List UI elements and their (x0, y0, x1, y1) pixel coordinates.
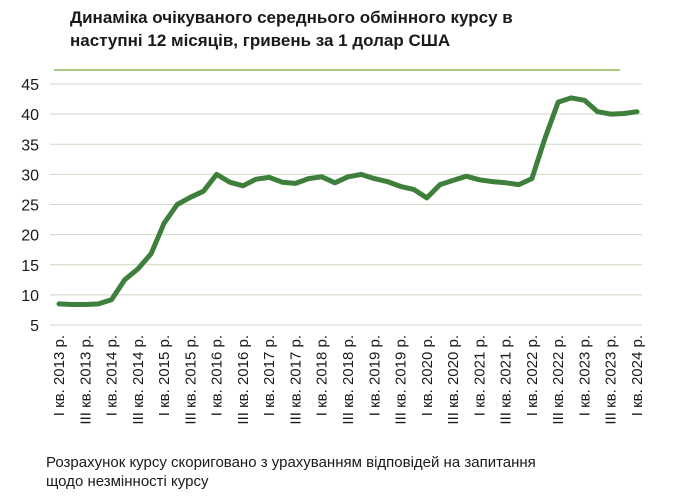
data-point (333, 181, 337, 185)
x-tick-label: III кв. 2014 р. (130, 335, 147, 425)
x-tick-label: III кв. 2022 р. (550, 335, 567, 425)
data-point (425, 196, 429, 200)
x-tick-label: I кв. 2022 р. (524, 335, 541, 416)
data-point (110, 298, 114, 302)
data-point (320, 175, 324, 179)
data-point (569, 96, 573, 100)
title-divider (54, 69, 620, 71)
x-tick-label: I кв. 2014 р. (104, 335, 121, 416)
y-tick-label: 20 (21, 228, 39, 245)
data-point (464, 174, 468, 178)
data-point (241, 184, 245, 188)
data-point (307, 177, 311, 181)
y-tick-label: 10 (21, 288, 39, 305)
data-point (399, 184, 403, 188)
data-point (543, 136, 547, 140)
data-point (530, 177, 534, 181)
data-point (280, 180, 284, 184)
x-tick-label: III кв. 2013 р. (77, 335, 94, 425)
chart-footnote-line-1: Розрахунок курсу скориговано з урахуванн… (46, 454, 536, 471)
x-tick-label: I кв. 2023 р. (576, 335, 593, 416)
data-point (83, 303, 87, 307)
x-tick-label: III кв. 2023 р. (603, 335, 620, 425)
chart-footnote: Розрахунок курсу скориговано з урахуванн… (46, 453, 656, 491)
y-tick-label: 45 (21, 77, 39, 94)
data-point (149, 252, 153, 256)
y-tick-label: 15 (21, 258, 39, 275)
chart-title-line-2: наступні 12 місяців, гривень за 1 долар … (70, 31, 451, 50)
series-line (56, 95, 640, 307)
x-tick-label: III кв. 2015 р. (182, 335, 199, 425)
data-point (635, 110, 639, 114)
data-point (385, 180, 389, 184)
data-point (96, 302, 100, 306)
data-point (372, 177, 376, 181)
data-point (556, 100, 560, 104)
data-point (175, 203, 179, 206)
data-point (477, 178, 481, 182)
x-axis-ticks: I кв. 2013 р. III кв. 2013 р. I кв. 2014 р… (51, 335, 646, 425)
x-tick-label: I кв. 2016 р. (209, 335, 226, 416)
data-point (582, 98, 586, 102)
x-tick-label: III кв. 2020 р. (445, 335, 462, 425)
x-tick-label: I кв. 2021 р. (471, 335, 488, 416)
y-tick-label: 5 (30, 318, 39, 335)
x-tick-label: I кв. 2020 р. (419, 335, 436, 416)
y-tick-label: 40 (21, 107, 39, 124)
data-point (451, 178, 455, 182)
x-tick-label: III кв. 2019 р. (393, 335, 410, 425)
data-point (162, 221, 166, 225)
data-point (123, 278, 127, 282)
data-point (504, 181, 508, 185)
x-tick-label: I кв. 2013 р. (51, 335, 68, 416)
x-tick-label: I кв. 2019 р. (366, 335, 383, 416)
data-point (412, 187, 416, 191)
data-point (596, 110, 600, 114)
x-tick-label: I кв. 2017 р. (261, 335, 278, 416)
data-point (622, 112, 626, 116)
x-tick-label: III кв. 2021 р. (498, 335, 515, 425)
x-tick-label: I кв. 2015 р. (156, 335, 173, 416)
series-layer (56, 95, 640, 307)
gridlines (50, 83, 642, 326)
data-point (267, 175, 271, 179)
chart-title: Динаміка очікуваного середнього обмінног… (70, 6, 650, 52)
data-point (70, 303, 74, 307)
data-point (202, 189, 205, 193)
x-tick-label: I кв. 2018 р. (314, 335, 331, 416)
y-tick-label: 30 (21, 167, 39, 184)
data-point (228, 180, 232, 184)
data-point (517, 183, 521, 187)
data-point (491, 180, 494, 184)
data-point (346, 175, 350, 179)
data-point (438, 183, 442, 187)
x-tick-label: I кв. 2024 р. (629, 335, 646, 416)
data-point (359, 172, 363, 176)
chart-footnote-line-2: щодо незмінності курсу (46, 473, 209, 490)
data-point (188, 195, 192, 199)
data-point (293, 181, 297, 185)
data-point (254, 177, 258, 181)
chart-title-line-1: Динаміка очікуваного середнього обмінног… (70, 8, 513, 27)
x-tick-label: III кв. 2018 р. (340, 335, 357, 425)
x-tick-label: III кв. 2016 р. (235, 335, 252, 425)
data-point (136, 267, 140, 271)
y-tick-label: 35 (21, 137, 39, 154)
data-point (215, 172, 219, 176)
data-point (609, 112, 613, 116)
x-tick-label: III кв. 2017 р. (287, 335, 304, 425)
data-point (57, 302, 61, 306)
y-axis-ticks: 5 10 15 20 25 30 35 40 45 (21, 77, 39, 335)
y-tick-label: 25 (21, 198, 39, 215)
